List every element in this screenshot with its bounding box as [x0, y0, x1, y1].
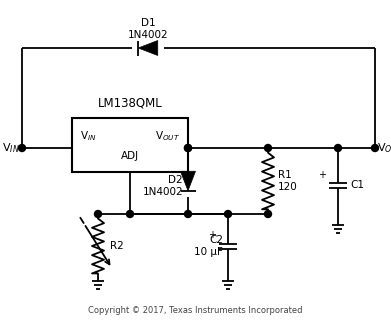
Circle shape	[224, 211, 231, 217]
Polygon shape	[181, 171, 196, 191]
Bar	[72, 118, 188, 172]
Polygon shape	[138, 40, 158, 56]
Circle shape	[18, 144, 25, 151]
Circle shape	[334, 144, 341, 151]
Text: C1: C1	[350, 180, 364, 190]
Circle shape	[95, 211, 102, 217]
Circle shape	[127, 211, 133, 217]
Circle shape	[185, 144, 192, 151]
Text: V$_{IN}$: V$_{IN}$	[80, 129, 97, 143]
Circle shape	[371, 144, 378, 151]
Text: R1
120: R1 120	[278, 170, 298, 192]
Text: LM138QML: LM138QML	[98, 97, 162, 110]
Text: D2
1N4002: D2 1N4002	[142, 175, 183, 197]
Text: ADJ: ADJ	[121, 151, 139, 161]
Text: +: +	[208, 231, 216, 241]
Text: V$_{IN}$: V$_{IN}$	[2, 141, 20, 155]
Text: +: +	[318, 170, 326, 180]
Text: R2: R2	[110, 241, 124, 251]
Circle shape	[264, 144, 271, 151]
Text: V$_{OUT}$: V$_{OUT}$	[155, 129, 180, 143]
Circle shape	[185, 144, 192, 151]
Text: C2
10 μF: C2 10 μF	[194, 235, 223, 257]
Text: D1
1N4002: D1 1N4002	[128, 18, 168, 40]
Circle shape	[185, 211, 192, 217]
Text: V$_{OUT}$: V$_{OUT}$	[377, 141, 391, 155]
Circle shape	[264, 211, 271, 217]
Text: Copyright © 2017, Texas Instruments Incorporated: Copyright © 2017, Texas Instruments Inco…	[88, 306, 303, 315]
